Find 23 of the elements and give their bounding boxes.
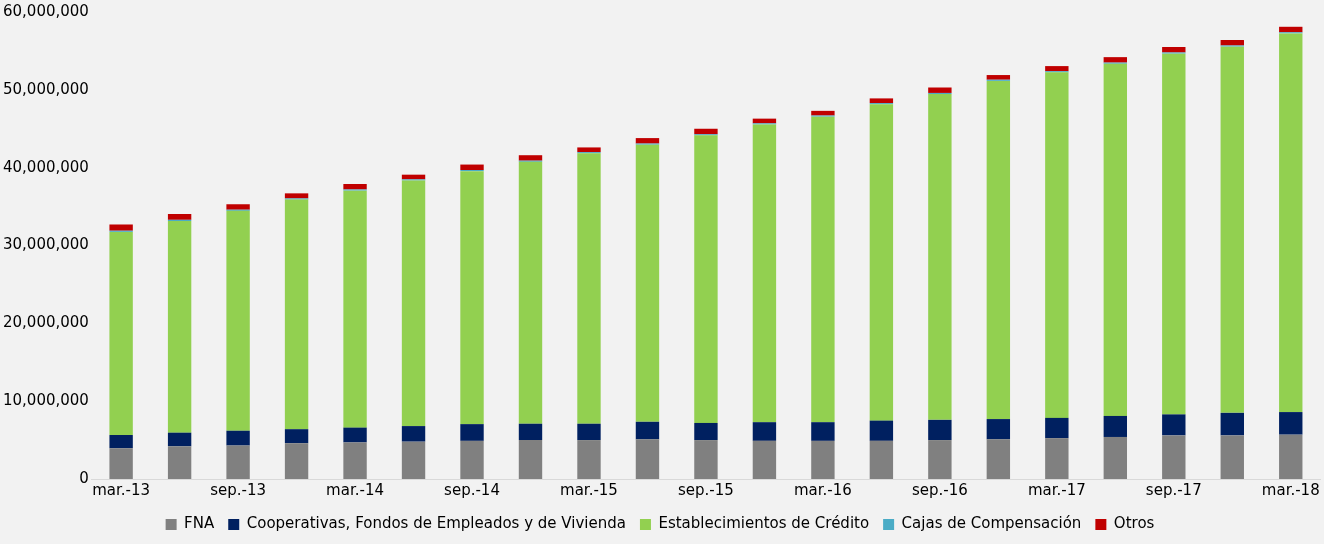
- x-tick-label: sep.-14: [444, 480, 500, 499]
- legend-label: Establecimientos de Crédito: [658, 514, 870, 533]
- y-tick-label: 10,000,000: [2, 391, 89, 410]
- x-tick-label: mar.-18: [1261, 480, 1320, 499]
- x-tick-label: sep.-16: [911, 480, 968, 499]
- y-tick-label: 60,000,000: [2, 1, 89, 20]
- y-tick-label: 20,000,000: [2, 313, 89, 332]
- x-tick-label: mar.-14: [326, 480, 384, 499]
- y-tick-label: 0: [79, 468, 89, 487]
- y-tick-label: 30,000,000: [2, 235, 89, 254]
- legend-label: Cajas de Compensación: [901, 514, 1082, 533]
- legend-label: Cooperativas, Fondos de Empleados y de Vivienda: [246, 514, 626, 533]
- legend-label: FNA: [184, 514, 215, 533]
- x-tick-label: mar.-17: [1027, 480, 1086, 499]
- x-tick-label: sep.-17: [1145, 480, 1202, 499]
- x-tick-label: sep.-13: [210, 480, 267, 499]
- x-tick-label: mar.-13: [92, 480, 151, 499]
- x-tick-label: mar.-15: [560, 480, 618, 499]
- x-tick-label: sep.-15: [678, 480, 734, 499]
- y-tick-label: 50,000,000: [2, 79, 89, 98]
- x-tick-label: mar.-16: [793, 480, 852, 499]
- legend-label: Otros: [1113, 514, 1155, 533]
- y-tick-label: 40,000,000: [2, 157, 89, 176]
